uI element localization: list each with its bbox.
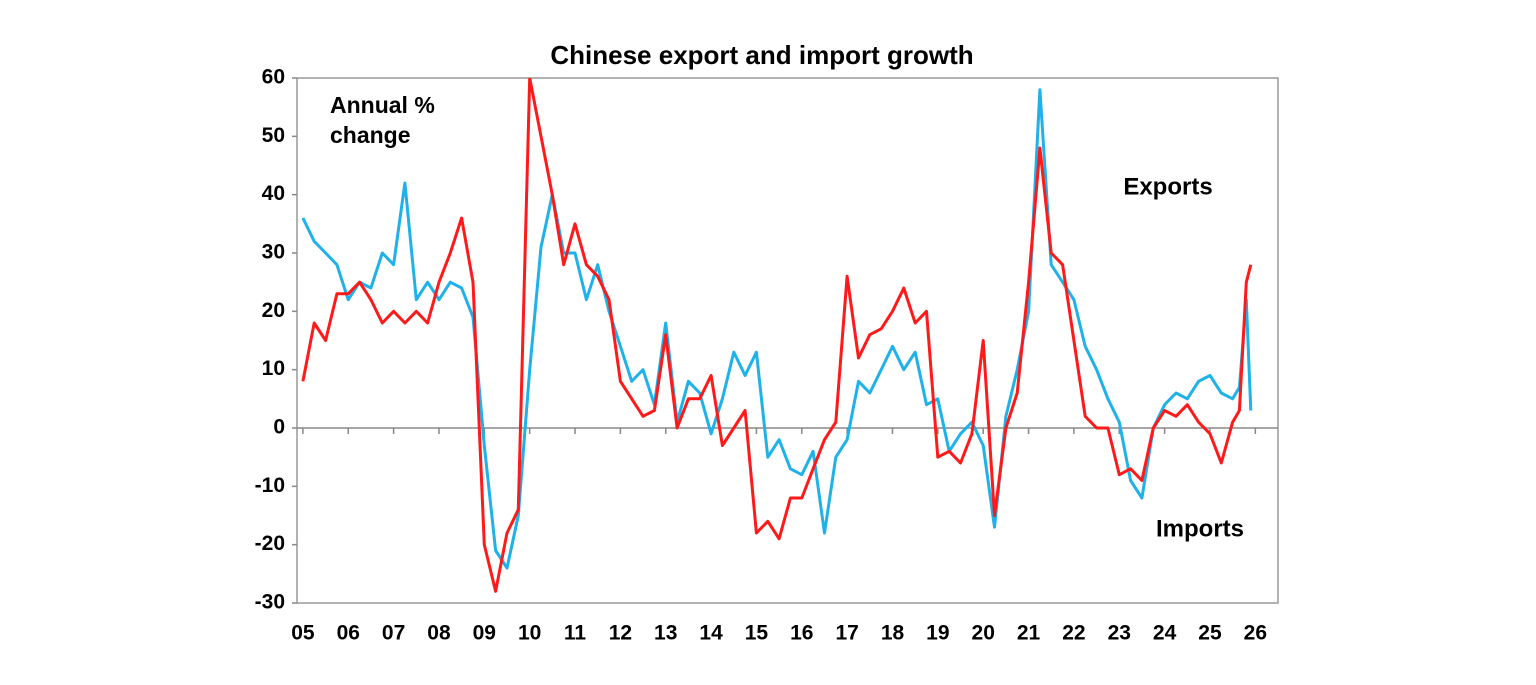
series-lines xyxy=(301,78,1253,593)
x-tick-label: 10 xyxy=(518,622,541,645)
chart-title: Chinese export and import growth xyxy=(550,40,973,70)
annotation: Annual % xyxy=(330,92,435,118)
y-tick-label: -30 xyxy=(255,591,285,614)
x-tick-label: 08 xyxy=(427,622,451,645)
y-tick-label: 40 xyxy=(262,182,285,205)
x-tick-label: 09 xyxy=(473,622,496,645)
x-tick-label: 20 xyxy=(972,622,995,645)
x-tick-label: 21 xyxy=(1017,622,1041,645)
annotation: change xyxy=(330,122,411,148)
x-tick-label: 12 xyxy=(609,622,632,645)
x-tick-label: 25 xyxy=(1198,622,1222,645)
y-tick-label: 50 xyxy=(262,124,285,147)
x-tick-label: 19 xyxy=(926,622,949,645)
x-tick-label: 14 xyxy=(699,622,723,645)
x-tick-label: 23 xyxy=(1108,622,1131,645)
y-tick-label: -20 xyxy=(255,532,285,555)
x-tick-label: 06 xyxy=(337,622,360,645)
plot-frame xyxy=(296,77,1279,604)
x-tick-label: 11 xyxy=(564,622,587,645)
x-tick-label: 15 xyxy=(745,622,769,645)
x-tick-label: 24 xyxy=(1153,622,1177,645)
x-tick-label: 07 xyxy=(382,622,405,645)
series-line xyxy=(301,88,1253,570)
x-tick-label: 16 xyxy=(790,622,813,645)
y-tick-label: 30 xyxy=(262,241,285,264)
y-tick-label: 20 xyxy=(262,299,285,322)
x-tick-label: 22 xyxy=(1062,622,1085,645)
series-line xyxy=(301,78,1253,593)
y-tick-label: 10 xyxy=(262,357,285,380)
legend-label: Imports xyxy=(1156,515,1244,542)
y-tick-label: 0 xyxy=(273,416,285,439)
y-tick-label: -10 xyxy=(255,474,285,497)
legend-label: Exports xyxy=(1123,173,1212,200)
x-tick-label: 13 xyxy=(654,622,677,645)
x-tick-label: 18 xyxy=(881,622,905,645)
x-tick-label: 17 xyxy=(835,622,858,645)
y-tick-label: 60 xyxy=(262,66,285,89)
x-tick-label: 26 xyxy=(1244,622,1267,645)
x-tick-label: 05 xyxy=(291,622,315,645)
